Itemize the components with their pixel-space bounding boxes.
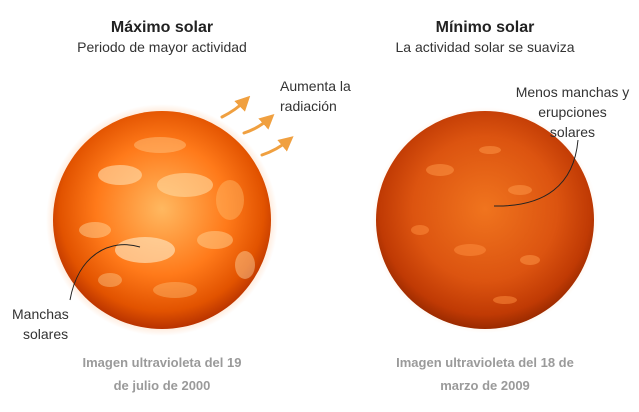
radiation-label-line1: Aumenta la	[280, 78, 351, 94]
caption-right-line2: marzo de 2009	[440, 378, 530, 393]
caption-left: Imagen ultravioleta del 19 de julio de 2…	[62, 351, 262, 397]
caption-left-line1: Imagen ultravioleta del 19	[82, 355, 242, 370]
subtitle-solar-minimum: La actividad solar se suaviza	[395, 39, 575, 55]
sunspots-label-right: Menos manchas y erupciones solares	[510, 82, 635, 142]
subtitle-solar-maximum: Periodo de mayor actividad	[77, 39, 247, 55]
title-solar-minimum: Mínimo solar	[435, 19, 535, 36]
caption-left-line2: de julio de 2000	[113, 378, 211, 393]
radiation-label: Aumenta la radiación	[280, 76, 351, 116]
sunspots-label-left-line1: Manchas	[12, 306, 69, 322]
caption-right: Imagen ultravioleta del 18 de marzo de 2…	[380, 351, 590, 397]
sun-maximum-image	[46, 104, 278, 336]
spots-pointer-line-right	[493, 139, 579, 207]
sunspots-label-right-line1: Menos manchas y	[515, 84, 630, 100]
sunspots-label-right-line2: erupciones	[538, 104, 607, 120]
title-solar-maximum: Máximo solar	[110, 19, 214, 36]
spots-pointer-line-left	[69, 244, 141, 301]
sunspots-label-left: Manchas solares	[12, 304, 69, 344]
sun-minimum-image	[372, 107, 598, 333]
radiation-arrow-2	[242, 113, 275, 135]
sunspots-label-left-line2: solares	[23, 326, 69, 342]
radiation-label-line2: radiación	[280, 98, 337, 114]
radiation-arrow-1	[220, 95, 251, 119]
radiation-arrow-3	[260, 136, 294, 157]
sunspots-label-right-line3: solares	[549, 124, 596, 140]
caption-right-line1: Imagen ultravioleta del 18 de	[396, 355, 574, 370]
radiation-arrows	[220, 95, 294, 157]
